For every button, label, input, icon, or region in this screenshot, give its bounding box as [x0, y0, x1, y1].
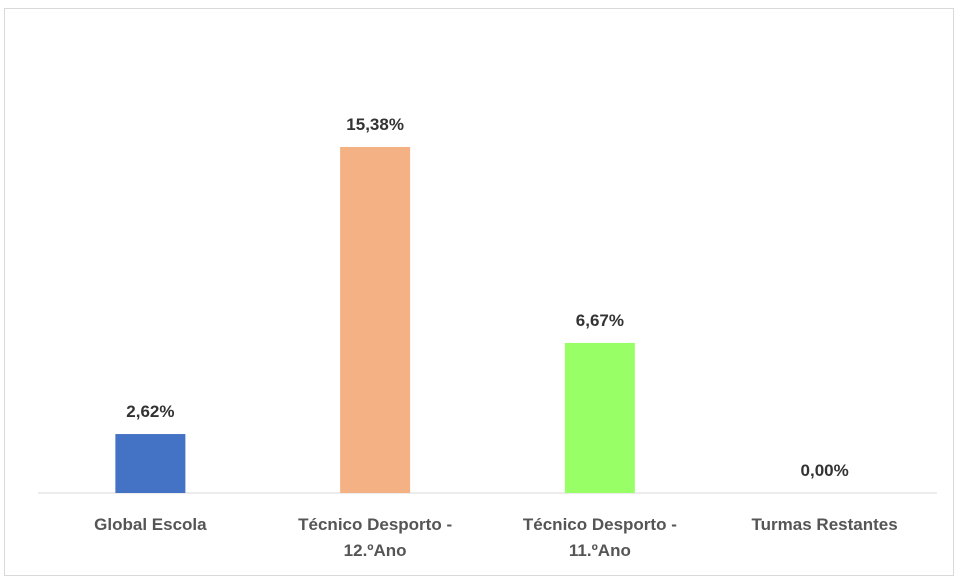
- value-label-4: 0,00%: [801, 461, 849, 480]
- category-label-line: 12.ºAno: [344, 541, 407, 560]
- bars-group: [115, 146, 635, 493]
- category-label-line: Global Escola: [94, 515, 207, 534]
- category-label-line: Técnico Desporto -: [298, 515, 452, 534]
- category-label-4: Turmas Restantes: [752, 515, 898, 534]
- category-label-1: Global Escola: [94, 515, 207, 534]
- category-label-line: 11.ºAno: [569, 541, 631, 560]
- value-labels-group: 2,62% 15,38% 6,67% 0,00%: [126, 115, 848, 480]
- category-label-3: Técnico Desporto - 11.ºAno: [523, 515, 677, 560]
- category-label-line: Técnico Desporto -: [523, 515, 677, 534]
- category-label-2: Técnico Desporto - 12.ºAno: [298, 515, 452, 560]
- value-label-2: 15,38%: [346, 115, 404, 134]
- bar-3: [564, 342, 635, 493]
- category-label-line: Turmas Restantes: [752, 515, 898, 534]
- bar-1: [115, 434, 186, 493]
- value-label-3: 6,67%: [576, 311, 624, 330]
- bar-2: [340, 146, 411, 493]
- category-labels-group: Global Escola Técnico Desporto -12.ºAnoTé…: [94, 515, 898, 560]
- value-label-1: 2,62%: [126, 402, 174, 421]
